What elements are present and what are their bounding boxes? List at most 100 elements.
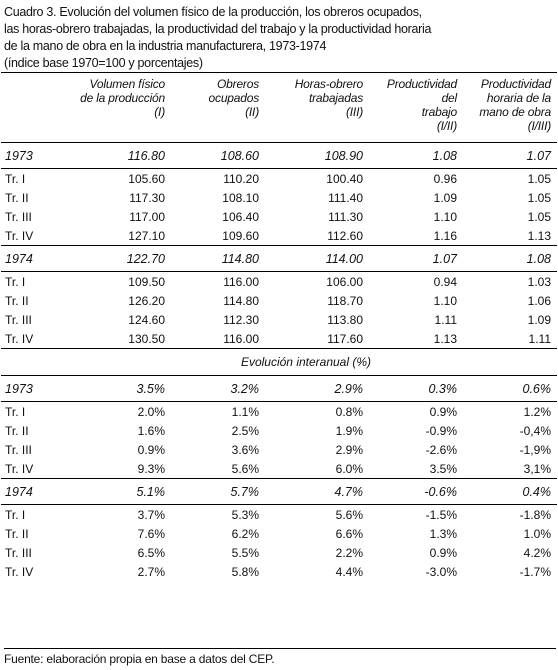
row-label: 1973	[5, 381, 33, 396]
cell: 109.50	[128, 274, 165, 289]
title-line: las horas-obrero trabajadas, la producti…	[4, 22, 432, 36]
footer: Fuente: elaboración propia en base a dat…	[4, 648, 556, 666]
cell: 114.80	[221, 251, 259, 266]
quarter-row: Tr. III 124.60 112.30 113.80 1.11 1.09	[1, 310, 557, 329]
cell: 0.8%	[335, 404, 363, 419]
cell: 118.70	[327, 293, 363, 308]
cell: 5.1%	[136, 484, 166, 499]
cell: 1.6%	[137, 423, 165, 438]
cell: 0.9%	[429, 404, 457, 419]
quarter-row: Tr. II 117.30 108.10 111.40 1.09 1.05	[1, 188, 557, 207]
header-line: ocupados	[208, 91, 260, 105]
column-header: Volumen físico de la producción (I)	[61, 73, 171, 143]
cell: 1.11	[434, 312, 457, 327]
quarter-row: Tr. IV 2.7% 5.8% 4.4% -3.0% -1.7%	[1, 562, 557, 581]
cell: 1.1%	[231, 404, 259, 419]
header-line: (I)	[154, 105, 165, 119]
cell: 1.08	[432, 148, 457, 163]
cell: 124.60	[128, 312, 165, 327]
header-line: (I/II)	[436, 119, 457, 133]
cell: 127.10	[128, 228, 165, 243]
cell: 1.2%	[523, 404, 551, 419]
row-label: Tr. III	[5, 312, 32, 327]
cell: 112.30	[223, 312, 259, 327]
quarter-row: Tr. I 2.0% 1.1% 0.8% 0.9% 1.2%	[1, 402, 557, 422]
header-line: Obreros	[217, 77, 259, 91]
cell: 1.16	[433, 228, 457, 243]
header-line: mano de obra	[479, 105, 551, 119]
cell: 116.00	[223, 331, 259, 346]
header-line: Productividad	[480, 77, 551, 91]
cell: 5.5%	[231, 545, 259, 560]
row-label: Tr. III	[5, 545, 32, 560]
cell: 3.6%	[231, 442, 259, 457]
cell: 4.4%	[335, 564, 363, 579]
cell: 117.60	[327, 331, 363, 346]
title-line: Cuadro 3. Evolución del volumen físico d…	[4, 5, 422, 19]
cell: 3.5%	[136, 381, 166, 396]
row-label: Tr. II	[5, 423, 29, 438]
cell: 4.7%	[334, 484, 364, 499]
cell: 111.40	[328, 190, 363, 205]
cell: 2.9%	[334, 381, 364, 396]
row-label: 1974	[5, 484, 33, 499]
header-line: (I/III)	[527, 119, 551, 133]
cell: 2.0%	[137, 404, 165, 419]
column-header: Obreros ocupados (II)	[171, 73, 265, 143]
header-line: (II)	[245, 105, 259, 119]
cell: 109.60	[222, 228, 259, 243]
quarter-row: Tr. II 126.20 114.80 118.70 1.10 1.06	[1, 291, 557, 310]
cell: 108.60	[220, 148, 259, 163]
cell: 1.10	[433, 293, 457, 308]
cell: 5.6%	[335, 507, 363, 522]
cell: 1.3%	[429, 526, 457, 541]
row-label: Tr. IV	[5, 564, 34, 579]
cell: 0.6%	[522, 381, 552, 396]
cell: 0.4%	[522, 484, 552, 499]
cell: -3.0%	[425, 564, 457, 579]
quarter-row: Tr. IV 9.3% 5.6% 6.0% 3.5% 3,1%	[1, 459, 557, 479]
cell: 6.0%	[335, 461, 363, 476]
column-header: Productividad del trabajo (I/II)	[369, 73, 463, 143]
cell: 110.20	[223, 171, 259, 186]
cell: 0.94	[433, 274, 457, 289]
cell: 105.60	[128, 171, 165, 186]
row-label: Tr. III	[5, 209, 32, 224]
quarter-row: Tr. I 109.50 116.00 106.00 0.94 1.03	[1, 272, 557, 292]
cell: 3,1%	[523, 461, 551, 476]
row-label: Tr. I	[5, 507, 26, 522]
cell: 1.03	[527, 274, 551, 289]
quarter-row: Tr. II 7.6% 6.2% 6.6% 1.3% 1.0%	[1, 524, 557, 543]
row-label: Tr. I	[5, 274, 26, 289]
header-line: trabajadas	[308, 91, 363, 105]
cell: -0,4%	[519, 423, 551, 438]
row-label: Tr. I	[5, 404, 26, 419]
row-label: 1974	[5, 251, 33, 266]
cell: 108.10	[222, 190, 259, 205]
cell: 1.11	[528, 331, 551, 346]
cell: 114.80	[223, 293, 259, 308]
cell: -0.6%	[424, 484, 457, 499]
cell: -1.5%	[425, 507, 457, 522]
cell: 1.07	[526, 148, 551, 163]
quarter-row: Tr. IV 130.50 116.00 117.60 1.13 1.11	[1, 329, 557, 349]
cell: 1.05	[527, 209, 551, 224]
row-label: Tr. II	[5, 293, 29, 308]
cell: 117.00	[129, 209, 165, 224]
header-line: Productividad del	[386, 77, 457, 105]
year-row: 1974 5.1% 5.7% 4.7% -0.6% 0.4%	[1, 478, 557, 505]
cell: 2.5%	[231, 423, 259, 438]
cell: 1.06	[527, 293, 551, 308]
cell: 116.80	[127, 148, 165, 163]
cell: 9.3%	[137, 461, 165, 476]
cell: -1.7%	[519, 564, 551, 579]
quarter-row: Tr. I 3.7% 5.3% 5.6% -1.5% -1.8%	[1, 505, 557, 525]
cell: -2.6%	[425, 442, 457, 457]
cell: 106.00	[326, 274, 363, 289]
cell: 3.7%	[137, 507, 165, 522]
cell: 122.70	[126, 251, 165, 266]
cell: 0.96	[433, 171, 457, 186]
cell: 2.2%	[335, 545, 363, 560]
row-label: Tr. II	[5, 190, 29, 205]
column-header: Horas-obrero trabajadas (III)	[265, 73, 369, 143]
